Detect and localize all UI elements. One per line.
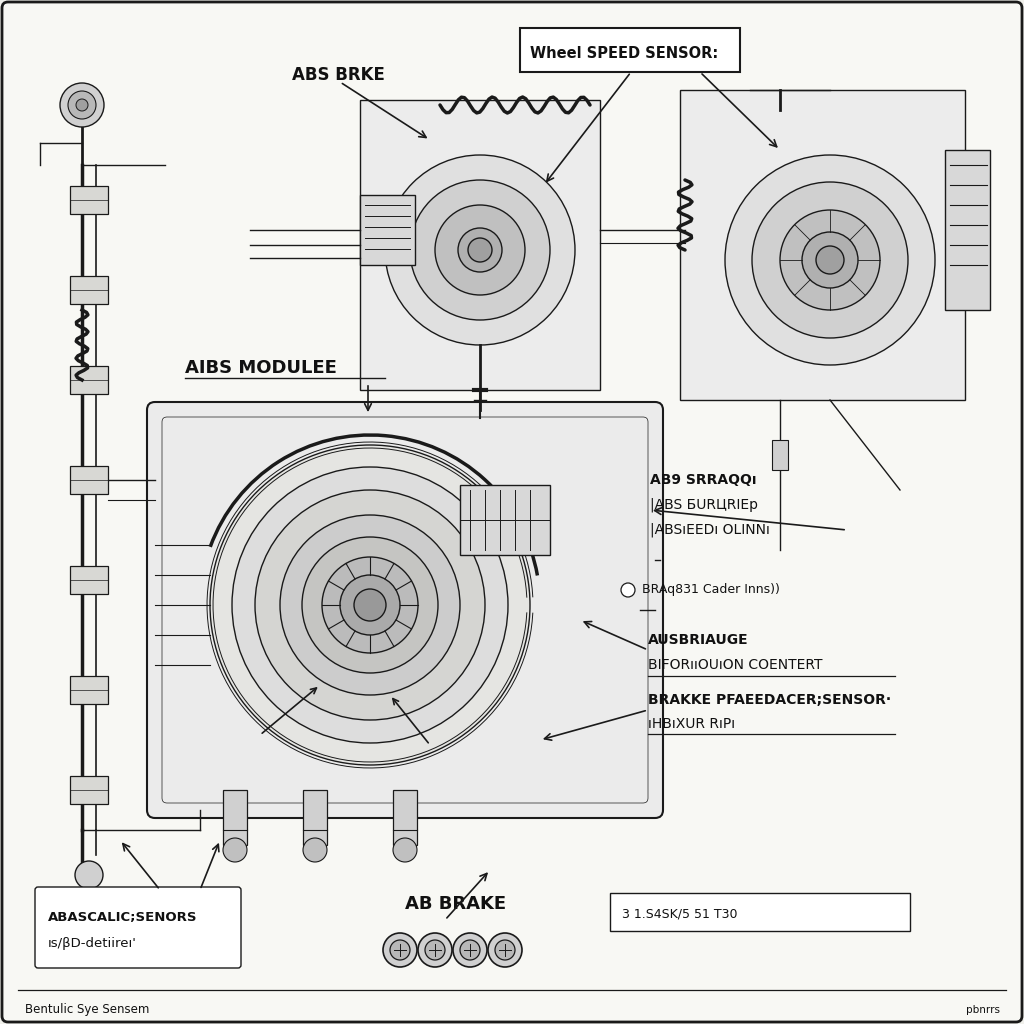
Circle shape xyxy=(302,537,438,673)
Circle shape xyxy=(435,205,525,295)
Circle shape xyxy=(780,210,880,310)
Circle shape xyxy=(68,91,96,119)
Text: Wheel SPEED SENSOR:: Wheel SPEED SENSOR: xyxy=(530,45,718,60)
Bar xyxy=(610,893,910,931)
Circle shape xyxy=(621,583,635,597)
Bar xyxy=(303,790,327,845)
Circle shape xyxy=(255,490,485,720)
Text: ıs/βD-detiireı': ıs/βD-detiireı' xyxy=(48,938,137,950)
Bar xyxy=(393,790,417,845)
Circle shape xyxy=(468,238,492,262)
Circle shape xyxy=(393,838,417,862)
Text: BIFORııOUıON COENTERT: BIFORııOUıON COENTERT xyxy=(648,658,822,672)
Circle shape xyxy=(453,933,487,967)
Bar xyxy=(70,466,108,494)
Circle shape xyxy=(223,838,247,862)
Bar xyxy=(772,440,788,470)
Bar xyxy=(70,676,108,705)
Text: 3 1.S4SK/5 51 T30: 3 1.S4SK/5 51 T30 xyxy=(622,907,737,921)
Text: AIBS MODULEЕ: AIBS MODULEЕ xyxy=(185,359,337,377)
Circle shape xyxy=(425,940,445,961)
Bar xyxy=(520,28,740,72)
Bar xyxy=(70,776,108,804)
Bar xyxy=(70,276,108,304)
Bar xyxy=(460,485,550,555)
Bar xyxy=(945,150,990,310)
Circle shape xyxy=(383,933,417,967)
Circle shape xyxy=(725,155,935,365)
Circle shape xyxy=(385,155,575,345)
Bar xyxy=(70,186,108,214)
Text: Bentulic Sye Sensem: Bentulic Sye Sensem xyxy=(25,1004,150,1017)
Text: pbnrrs: pbnrrs xyxy=(966,1005,1000,1015)
Bar xyxy=(223,790,247,845)
Bar xyxy=(680,90,965,400)
Circle shape xyxy=(418,933,452,967)
Circle shape xyxy=(458,228,502,272)
Circle shape xyxy=(802,232,858,288)
Circle shape xyxy=(460,940,480,961)
Circle shape xyxy=(210,445,530,765)
Circle shape xyxy=(280,515,460,695)
Circle shape xyxy=(390,940,410,961)
Bar xyxy=(70,366,108,394)
FancyBboxPatch shape xyxy=(147,402,663,818)
Circle shape xyxy=(75,861,103,889)
Circle shape xyxy=(322,557,418,653)
Text: BRAKKE PFAEEDACER;SENSOR·: BRAKKE PFAEEDACER;SENSOR· xyxy=(648,693,891,707)
Bar xyxy=(70,566,108,594)
Text: BRAq831 Cader Inns)): BRAq831 Cader Inns)) xyxy=(642,584,780,597)
Circle shape xyxy=(495,940,515,961)
Circle shape xyxy=(76,99,88,111)
Text: AB BRAKE: AB BRAKE xyxy=(406,895,506,913)
Circle shape xyxy=(232,467,508,743)
FancyBboxPatch shape xyxy=(35,887,241,968)
Text: ıHBıXUR RıPı: ıHBıXUR RıPı xyxy=(648,717,735,731)
Circle shape xyxy=(340,575,400,635)
Circle shape xyxy=(488,933,522,967)
Text: |ABSıЕEDı OLINNı: |ABSıЕEDı OLINNı xyxy=(650,522,770,538)
Bar xyxy=(360,100,600,390)
Text: AB9 SRRAQQı: AB9 SRRAQQı xyxy=(650,473,757,487)
Bar xyxy=(360,195,415,265)
Circle shape xyxy=(816,246,844,274)
Circle shape xyxy=(60,83,104,127)
Circle shape xyxy=(354,589,386,621)
Circle shape xyxy=(752,182,908,338)
Circle shape xyxy=(410,180,550,319)
Text: ABS BRKE: ABS BRKE xyxy=(292,66,385,84)
Text: |ABS БURЦRIEр: |ABS БURЦRIEр xyxy=(650,498,758,512)
Circle shape xyxy=(303,838,327,862)
Text: AUSBRIAUGE: AUSBRIAUGE xyxy=(648,633,749,647)
Text: ABASCALIC;SENORS: ABASCALIC;SENORS xyxy=(48,911,198,925)
